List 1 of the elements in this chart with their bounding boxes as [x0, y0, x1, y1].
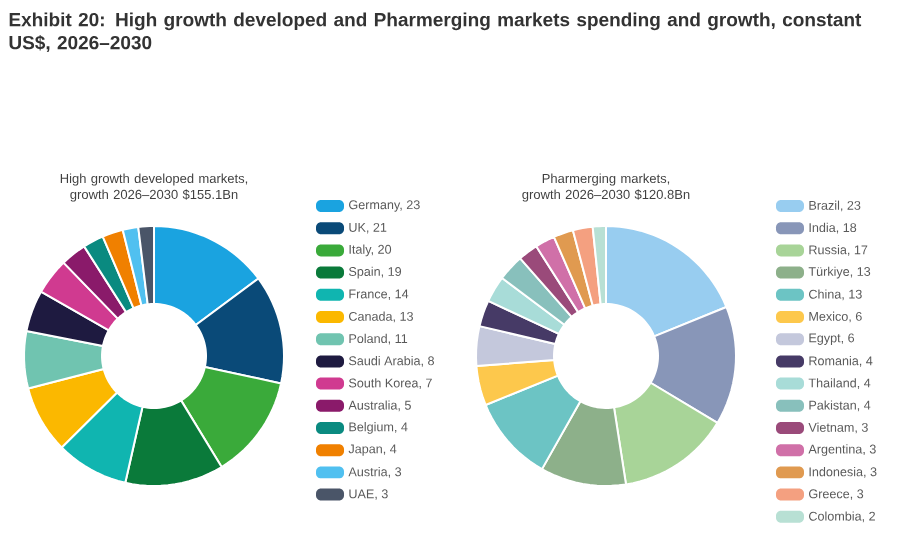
chart-title: Exhibit 20: High growth developed and Pharmerging markets spending and growth, constant US$, 2026–2030	[9, 12, 862, 53]
